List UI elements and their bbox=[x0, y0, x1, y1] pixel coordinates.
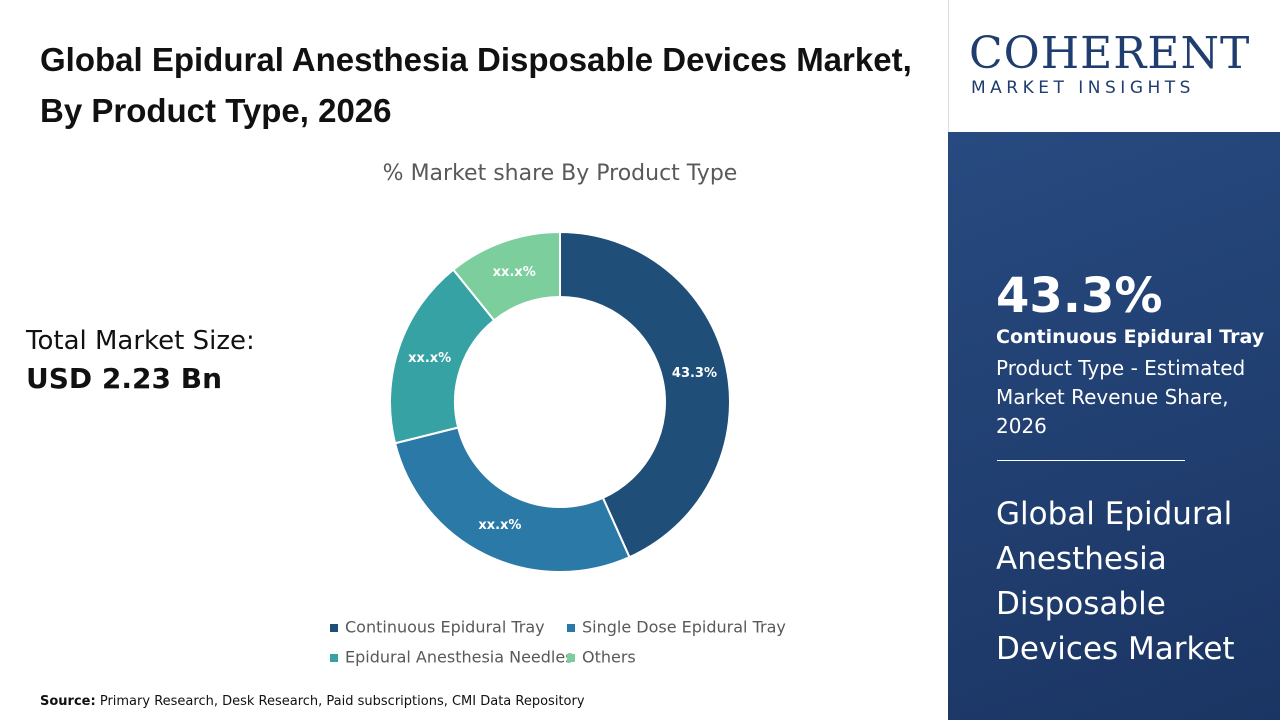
donut-slice bbox=[559, 230, 731, 559]
segment: Continuous Epidural Tray bbox=[996, 326, 1265, 348]
chart-title: % Market share By Product Type bbox=[383, 161, 738, 186]
market-name: Global Epidural Anesthesia Disposable De… bbox=[996, 496, 1235, 667]
chart: % Market share By Product Type 43.3% xx.x… bbox=[330, 161, 786, 667]
page-title: Global Epidural Anesthesia Disposable De… bbox=[40, 41, 912, 129]
market-size-label: Total Market Size: bbox=[26, 326, 255, 356]
divider bbox=[997, 460, 1185, 461]
legend-marker bbox=[567, 654, 575, 662]
data-label: xx.x% bbox=[493, 265, 536, 280]
legend-marker bbox=[330, 654, 338, 662]
legend-label: Continuous Epidural Tray bbox=[345, 618, 545, 637]
source-label: Source: bbox=[40, 694, 96, 709]
donut-slice bbox=[393, 426, 631, 573]
logo: COHERENT MARKET INSIGHTS bbox=[948, 0, 1280, 132]
legend-label: Others bbox=[582, 648, 636, 667]
description: Product Type - Estimated Market Revenue … bbox=[996, 356, 1246, 438]
legend-label: Single Dose Epidural Tray bbox=[582, 618, 786, 637]
data-label: xx.x% bbox=[478, 518, 521, 533]
donut-slice bbox=[451, 230, 561, 322]
logo-tagline: MARKET INSIGHTS bbox=[971, 78, 1195, 98]
logo-name: COHERENT bbox=[969, 28, 1251, 79]
legend-label: Epidural Anesthesia Needles bbox=[345, 648, 574, 667]
source-text: Primary Research, Desk Research, Paid su… bbox=[99, 694, 585, 709]
data-label: 43.3% bbox=[672, 366, 717, 381]
market-size-value: USD 2.23 Bn bbox=[26, 362, 222, 395]
source: Source: Primary Research, Desk Research,… bbox=[40, 694, 585, 709]
data-label: xx.x% bbox=[408, 351, 451, 366]
highlight: 43.3% bbox=[996, 268, 1163, 324]
legend-marker bbox=[330, 624, 338, 632]
side-panel: 43.3% Continuous Epidural Tray Product T… bbox=[948, 132, 1280, 720]
legend-marker bbox=[567, 624, 575, 632]
